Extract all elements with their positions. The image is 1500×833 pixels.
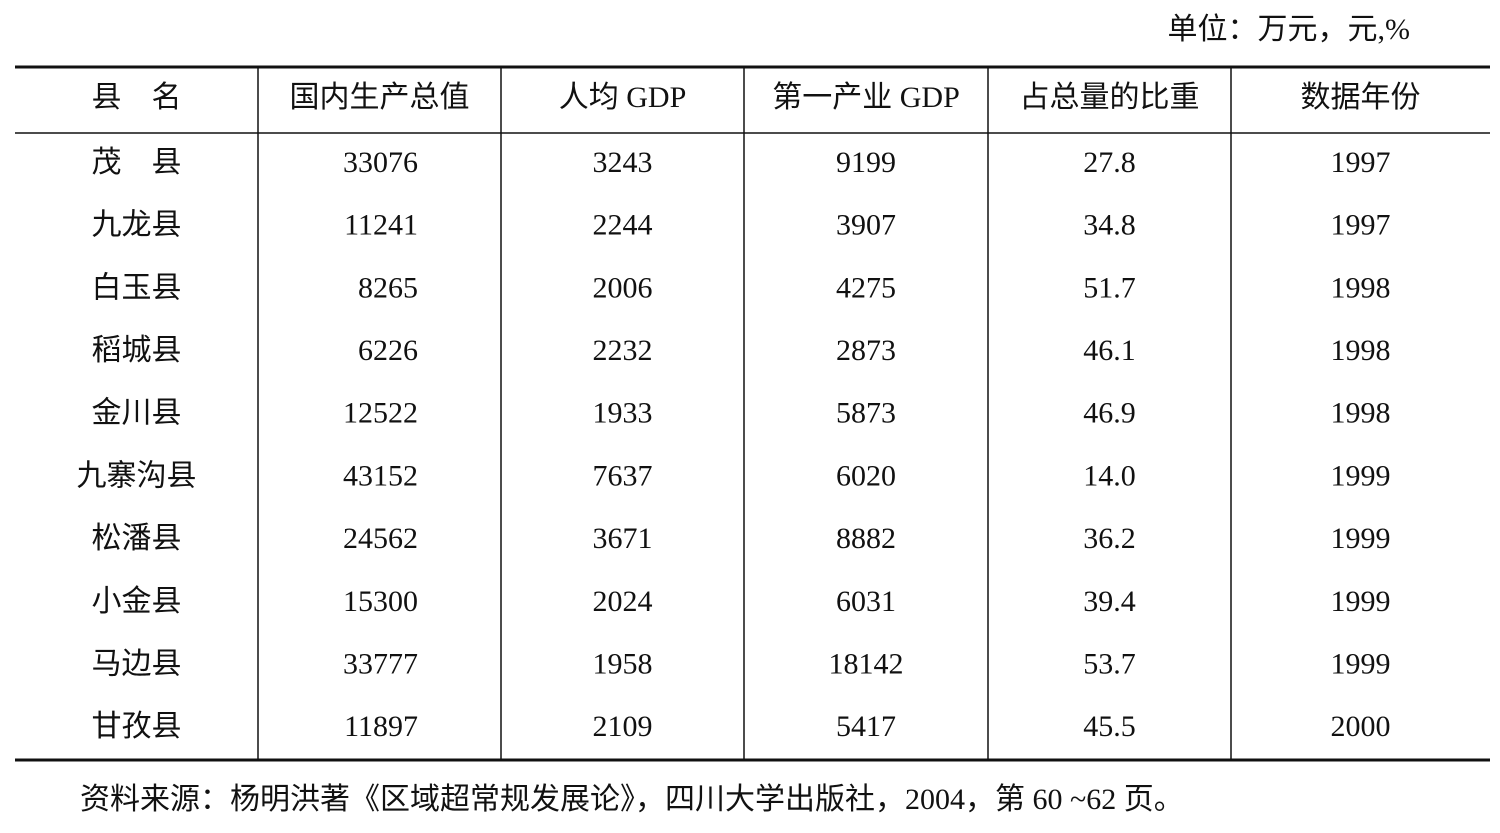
county-name: 茂 县 xyxy=(92,146,182,179)
county-name: 九寨沟县 xyxy=(77,459,197,492)
county-name: 松潘县 xyxy=(92,522,182,555)
data-cell: 15300 xyxy=(343,585,418,618)
data-cell: 46.1 xyxy=(1083,334,1136,367)
data-cell: 2873 xyxy=(836,334,896,367)
data-cell: 6031 xyxy=(836,585,896,618)
data-cell: 3671 xyxy=(593,522,653,555)
header-cell: 数据年份 xyxy=(1301,81,1421,114)
unit-note: 单位：万元，元,% xyxy=(1168,13,1411,46)
data-cell: 1998 xyxy=(1331,397,1391,430)
data-cell: 43152 xyxy=(343,459,418,492)
data-cell: 1999 xyxy=(1331,459,1391,492)
source-note: 资料来源：杨明洪著《区域超常规发展论》，四川大学出版社，2004，第 60 ~6… xyxy=(80,783,1184,816)
data-cell: 39.4 xyxy=(1083,585,1136,618)
county-name: 小金县 xyxy=(92,585,182,618)
data-cell: 2244 xyxy=(593,209,653,242)
data-cell: 5873 xyxy=(836,397,896,430)
data-cell: 2109 xyxy=(593,710,653,743)
county-name: 金川县 xyxy=(92,397,182,430)
data-cell: 1958 xyxy=(593,647,653,680)
data-cell: 8265 xyxy=(358,271,418,304)
data-cell: 1933 xyxy=(593,397,653,430)
data-cell: 53.7 xyxy=(1083,647,1136,680)
county-name: 九龙县 xyxy=(92,209,182,242)
data-cell: 1999 xyxy=(1331,522,1391,555)
county-name: 白玉县 xyxy=(92,271,182,304)
header-cell: 国内生产总值 xyxy=(290,81,470,114)
data-cell: 4275 xyxy=(836,271,896,304)
data-cell: 2000 xyxy=(1331,710,1391,743)
county-name: 马边县 xyxy=(92,647,182,680)
data-cell: 2232 xyxy=(593,334,653,367)
data-cell: 5417 xyxy=(836,710,896,743)
data-cell: 6226 xyxy=(358,334,418,367)
data-cell: 33076 xyxy=(343,146,418,179)
data-cell: 12522 xyxy=(343,397,418,430)
header-cell: 人均 GDP xyxy=(559,81,687,114)
data-cell: 1999 xyxy=(1331,585,1391,618)
county-name: 甘孜县 xyxy=(92,710,182,743)
data-cell: 11241 xyxy=(344,209,418,242)
data-cell: 11897 xyxy=(344,710,418,743)
data-cell: 7637 xyxy=(593,459,653,492)
data-cell: 24562 xyxy=(343,522,418,555)
data-cell: 2006 xyxy=(593,271,653,304)
data-cell: 1997 xyxy=(1331,146,1391,179)
data-cell: 33777 xyxy=(343,647,418,680)
data-cell: 1998 xyxy=(1331,271,1391,304)
data-cell: 3243 xyxy=(593,146,653,179)
data-cell: 1998 xyxy=(1331,334,1391,367)
data-cell: 8882 xyxy=(836,522,896,555)
data-cell: 18142 xyxy=(829,647,904,680)
county-name: 稻城县 xyxy=(92,334,182,367)
data-cell: 51.7 xyxy=(1083,271,1136,304)
data-cell: 3907 xyxy=(836,209,896,242)
header-cell: 占总量的比重 xyxy=(1020,81,1200,114)
data-cell: 1997 xyxy=(1331,209,1391,242)
data-cell: 36.2 xyxy=(1083,522,1136,555)
data-cell: 46.9 xyxy=(1083,397,1136,430)
data-cell: 45.5 xyxy=(1083,710,1136,743)
data-cell: 9199 xyxy=(836,146,896,179)
header-cell: 县 名 xyxy=(92,81,182,114)
data-cell: 2024 xyxy=(593,585,653,618)
data-cell: 6020 xyxy=(836,459,896,492)
data-cell: 14.0 xyxy=(1083,459,1136,492)
data-cell: 27.8 xyxy=(1083,146,1136,179)
header-cell: 第一产业 GDP xyxy=(772,81,960,114)
data-cell: 1999 xyxy=(1331,647,1391,680)
data-cell: 34.8 xyxy=(1083,209,1136,242)
